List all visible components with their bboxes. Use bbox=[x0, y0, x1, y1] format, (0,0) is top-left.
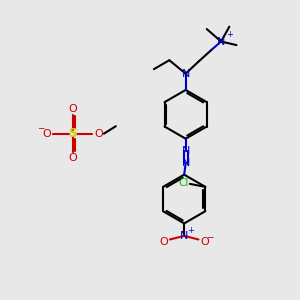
Text: +: + bbox=[226, 31, 233, 40]
Text: N: N bbox=[217, 37, 225, 46]
Text: S: S bbox=[68, 127, 77, 140]
Text: O: O bbox=[68, 104, 77, 114]
Text: −: − bbox=[37, 123, 44, 132]
Text: O: O bbox=[200, 237, 209, 247]
Text: Cl: Cl bbox=[178, 178, 188, 188]
Text: N: N bbox=[182, 69, 190, 79]
Text: O: O bbox=[42, 129, 51, 139]
Text: O: O bbox=[68, 153, 77, 163]
Text: N: N bbox=[182, 158, 190, 168]
Text: O: O bbox=[160, 237, 168, 247]
Text: N: N bbox=[182, 146, 190, 156]
Text: O: O bbox=[94, 129, 103, 139]
Text: −: − bbox=[206, 232, 214, 241]
Text: +: + bbox=[187, 226, 194, 235]
Text: N: N bbox=[180, 231, 188, 241]
